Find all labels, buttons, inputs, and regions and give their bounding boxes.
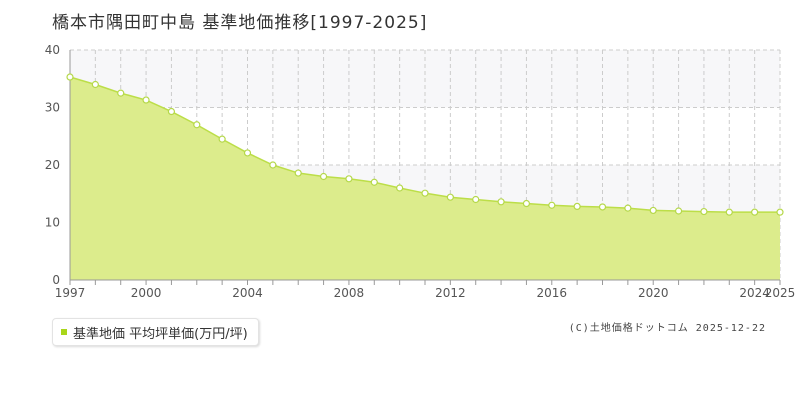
chart-title: 橋本市隅田町中島 基準地価推移[1997-2025] — [52, 13, 428, 33]
data-point — [446, 193, 454, 201]
data-point — [674, 207, 683, 215]
data-point — [193, 121, 201, 129]
x-tick-label: 2004 — [232, 286, 263, 300]
data-point — [624, 204, 632, 212]
data-point — [573, 202, 581, 210]
data-point — [522, 199, 531, 208]
x-tick-label: 1997 — [55, 286, 86, 300]
data-point — [345, 175, 353, 183]
data-point — [472, 195, 480, 204]
data-point — [700, 207, 708, 216]
y-tick-label: 40 — [45, 43, 60, 57]
chart-legend: 基準地価 平均坪単価(万円/坪) — [52, 318, 259, 346]
data-point — [142, 96, 150, 104]
data-point — [269, 161, 277, 169]
data-point — [497, 198, 505, 206]
y-tick-label: 30 — [45, 101, 60, 115]
y-tick-label: 0 — [52, 273, 60, 287]
data-point — [598, 203, 607, 211]
data-point — [370, 178, 378, 186]
y-tick-label: 20 — [45, 158, 60, 172]
legend-swatch-icon — [61, 329, 67, 335]
data-point — [243, 149, 252, 157]
data-point — [396, 184, 404, 192]
data-point — [751, 208, 759, 216]
x-tick-label: 2012 — [435, 286, 466, 300]
data-point — [725, 208, 733, 216]
x-tick-label: 2020 — [638, 286, 669, 300]
data-point — [649, 206, 657, 215]
y-tick-label: 10 — [45, 216, 60, 230]
x-tick-label: 2024 — [739, 286, 770, 300]
x-tick-label: 2025 — [765, 286, 796, 300]
legend-label: 基準地価 平均坪単価(万円/坪) — [73, 326, 248, 342]
data-point — [66, 73, 74, 81]
x-tick-label: 2016 — [537, 286, 568, 300]
data-point — [167, 107, 176, 116]
data-point — [91, 80, 99, 89]
x-tick-label: 2008 — [334, 286, 365, 300]
data-point — [218, 135, 226, 143]
x-tick-label: 2000 — [131, 286, 162, 300]
data-point — [421, 189, 429, 197]
data-point — [548, 201, 556, 209]
data-point — [776, 208, 784, 216]
series-area — [70, 77, 780, 281]
data-point — [294, 169, 302, 177]
copyright-credit: (C)土地価格ドットコム 2025-12-22 — [568, 323, 766, 334]
data-point — [117, 89, 125, 97]
data-point — [319, 172, 328, 181]
